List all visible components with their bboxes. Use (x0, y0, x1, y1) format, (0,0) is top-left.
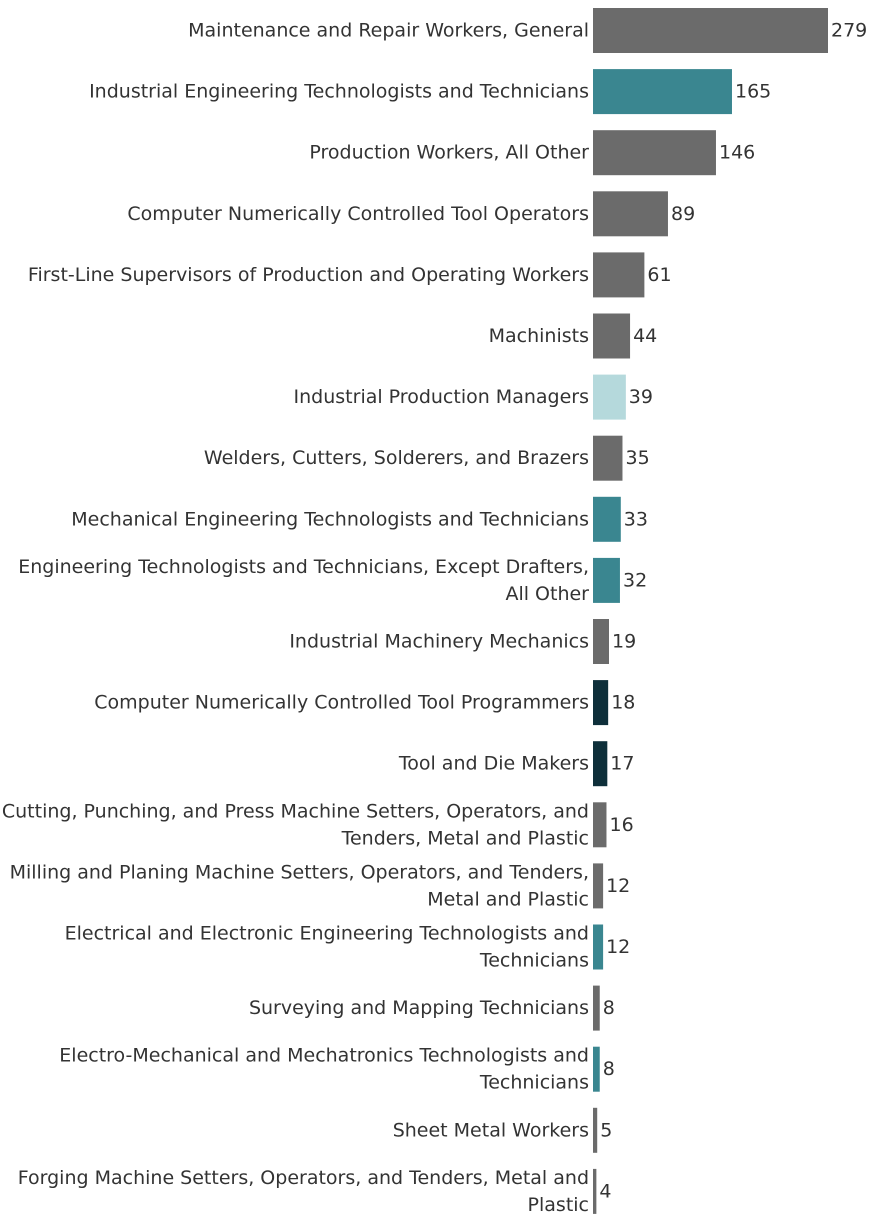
value-label: 4 (599, 1180, 611, 1202)
category-label: Computer Numerically Controlled Tool Pro… (94, 692, 589, 714)
value-label: 5 (600, 1119, 612, 1141)
bar (593, 191, 668, 237)
value-label: 8 (603, 1058, 615, 1080)
category-label: Cutting, Punching, and Press Machine Set… (2, 800, 589, 822)
bar (593, 374, 626, 420)
category-label: Electrical and Electronic Engineering Te… (65, 923, 589, 945)
bar-row: Tool and Die Makers 17 (398, 741, 634, 787)
bar (593, 496, 621, 542)
category-label: Milling and Planing Machine Setters, Ope… (10, 861, 589, 883)
bar-row: First-Line Supervisors of Production and… (28, 252, 672, 298)
value-label: 89 (671, 203, 695, 225)
value-label: 17 (610, 753, 634, 775)
value-label: 44 (633, 325, 657, 347)
category-label: Computer Numerically Controlled Tool Ope… (127, 203, 589, 225)
bar (593, 130, 716, 176)
value-label: 8 (603, 997, 615, 1019)
category-label: Production Workers, All Other (309, 142, 589, 164)
bar (593, 802, 607, 848)
value-label: 12 (606, 936, 630, 958)
bar-row: Mechanical Engineering Technologists and… (71, 496, 648, 542)
bar (593, 863, 604, 909)
category-label: Engineering Technologists and Technician… (18, 556, 589, 578)
bar-row: Milling and Planing Machine Setters, Ope… (10, 861, 631, 910)
bar (593, 1046, 600, 1092)
category-label: Industrial Engineering Technologists and… (89, 81, 589, 103)
value-label: 61 (647, 264, 671, 286)
bar-row: Industrial Engineering Technologists and… (89, 69, 771, 115)
bar-row: Maintenance and Repair Workers, General 2… (188, 8, 867, 53)
category-label: Industrial Production Managers (294, 386, 589, 408)
bar-row: Surveying and Mapping Technicians 8 (249, 985, 615, 1031)
bar (593, 680, 609, 726)
bar-row: Sheet Metal Workers 5 (393, 1107, 612, 1153)
bar-row: Computer Numerically Controlled Tool Ope… (127, 191, 695, 237)
category-label: Plastic (528, 1194, 589, 1216)
bar (593, 924, 604, 970)
bar-row: Production Workers, All Other 146 (309, 130, 755, 176)
category-label: Industrial Machinery Mechanics (289, 631, 589, 653)
bar-row: Forging Machine Setters, Operators, and … (18, 1167, 612, 1216)
value-label: 12 (606, 875, 630, 897)
category-label: All Other (505, 583, 589, 605)
category-label: Maintenance and Repair Workers, General (188, 20, 589, 42)
value-label: 16 (610, 814, 634, 836)
category-label: Tool and Die Makers (398, 753, 589, 775)
value-label: 32 (623, 569, 647, 591)
value-label: 165 (735, 81, 771, 103)
value-label: 19 (612, 631, 636, 653)
bar-row: Industrial Production Managers 39 (294, 374, 653, 420)
bar-row: Machinists 44 (489, 313, 657, 359)
bar (593, 435, 623, 481)
category-label: Surveying and Mapping Technicians (249, 997, 589, 1019)
category-label: Mechanical Engineering Technologists and… (71, 508, 589, 530)
bar (593, 741, 608, 787)
category-label: Tenders, Metal and Plastic (341, 827, 589, 849)
category-label: Forging Machine Setters, Operators, and … (18, 1167, 589, 1189)
bar (593, 619, 609, 664)
bar (593, 1107, 598, 1153)
bar (593, 1168, 597, 1214)
category-label: First-Line Supervisors of Production and… (28, 264, 589, 286)
value-label: 39 (629, 386, 653, 408)
bar-row: Welders, Cutters, Solderers, and Brazers… (204, 435, 650, 481)
bars-group: Maintenance and Repair Workers, General 2… (2, 8, 867, 1216)
value-label: 33 (624, 508, 648, 530)
bar (593, 69, 732, 115)
value-label: 146 (719, 142, 755, 164)
category-label: Electro-Mechanical and Mechatronics Tech… (59, 1045, 589, 1067)
bar (593, 313, 631, 359)
bar-row: Electro-Mechanical and Mechatronics Tech… (59, 1045, 615, 1094)
bar (593, 252, 645, 298)
value-label: 18 (611, 692, 635, 714)
bar-row: Electrical and Electronic Engineering Te… (65, 923, 631, 972)
bar-row: Computer Numerically Controlled Tool Pro… (94, 680, 635, 726)
bar-row: Cutting, Punching, and Press Machine Set… (2, 800, 634, 849)
bar (593, 557, 620, 603)
category-label: Technicians (479, 950, 589, 972)
category-label: Technicians (479, 1072, 589, 1094)
bar-row: Engineering Technologists and Technician… (18, 556, 647, 605)
category-label: Sheet Metal Workers (393, 1119, 589, 1141)
bar (593, 985, 600, 1031)
bar-row: Industrial Machinery Mechanics 19 (289, 619, 636, 664)
category-label: Metal and Plastic (427, 888, 589, 910)
value-label: 279 (831, 20, 867, 42)
bar (593, 8, 828, 53)
value-label: 35 (626, 447, 650, 469)
category-label: Machinists (489, 325, 589, 347)
category-label: Welders, Cutters, Solderers, and Brazers (204, 447, 589, 469)
